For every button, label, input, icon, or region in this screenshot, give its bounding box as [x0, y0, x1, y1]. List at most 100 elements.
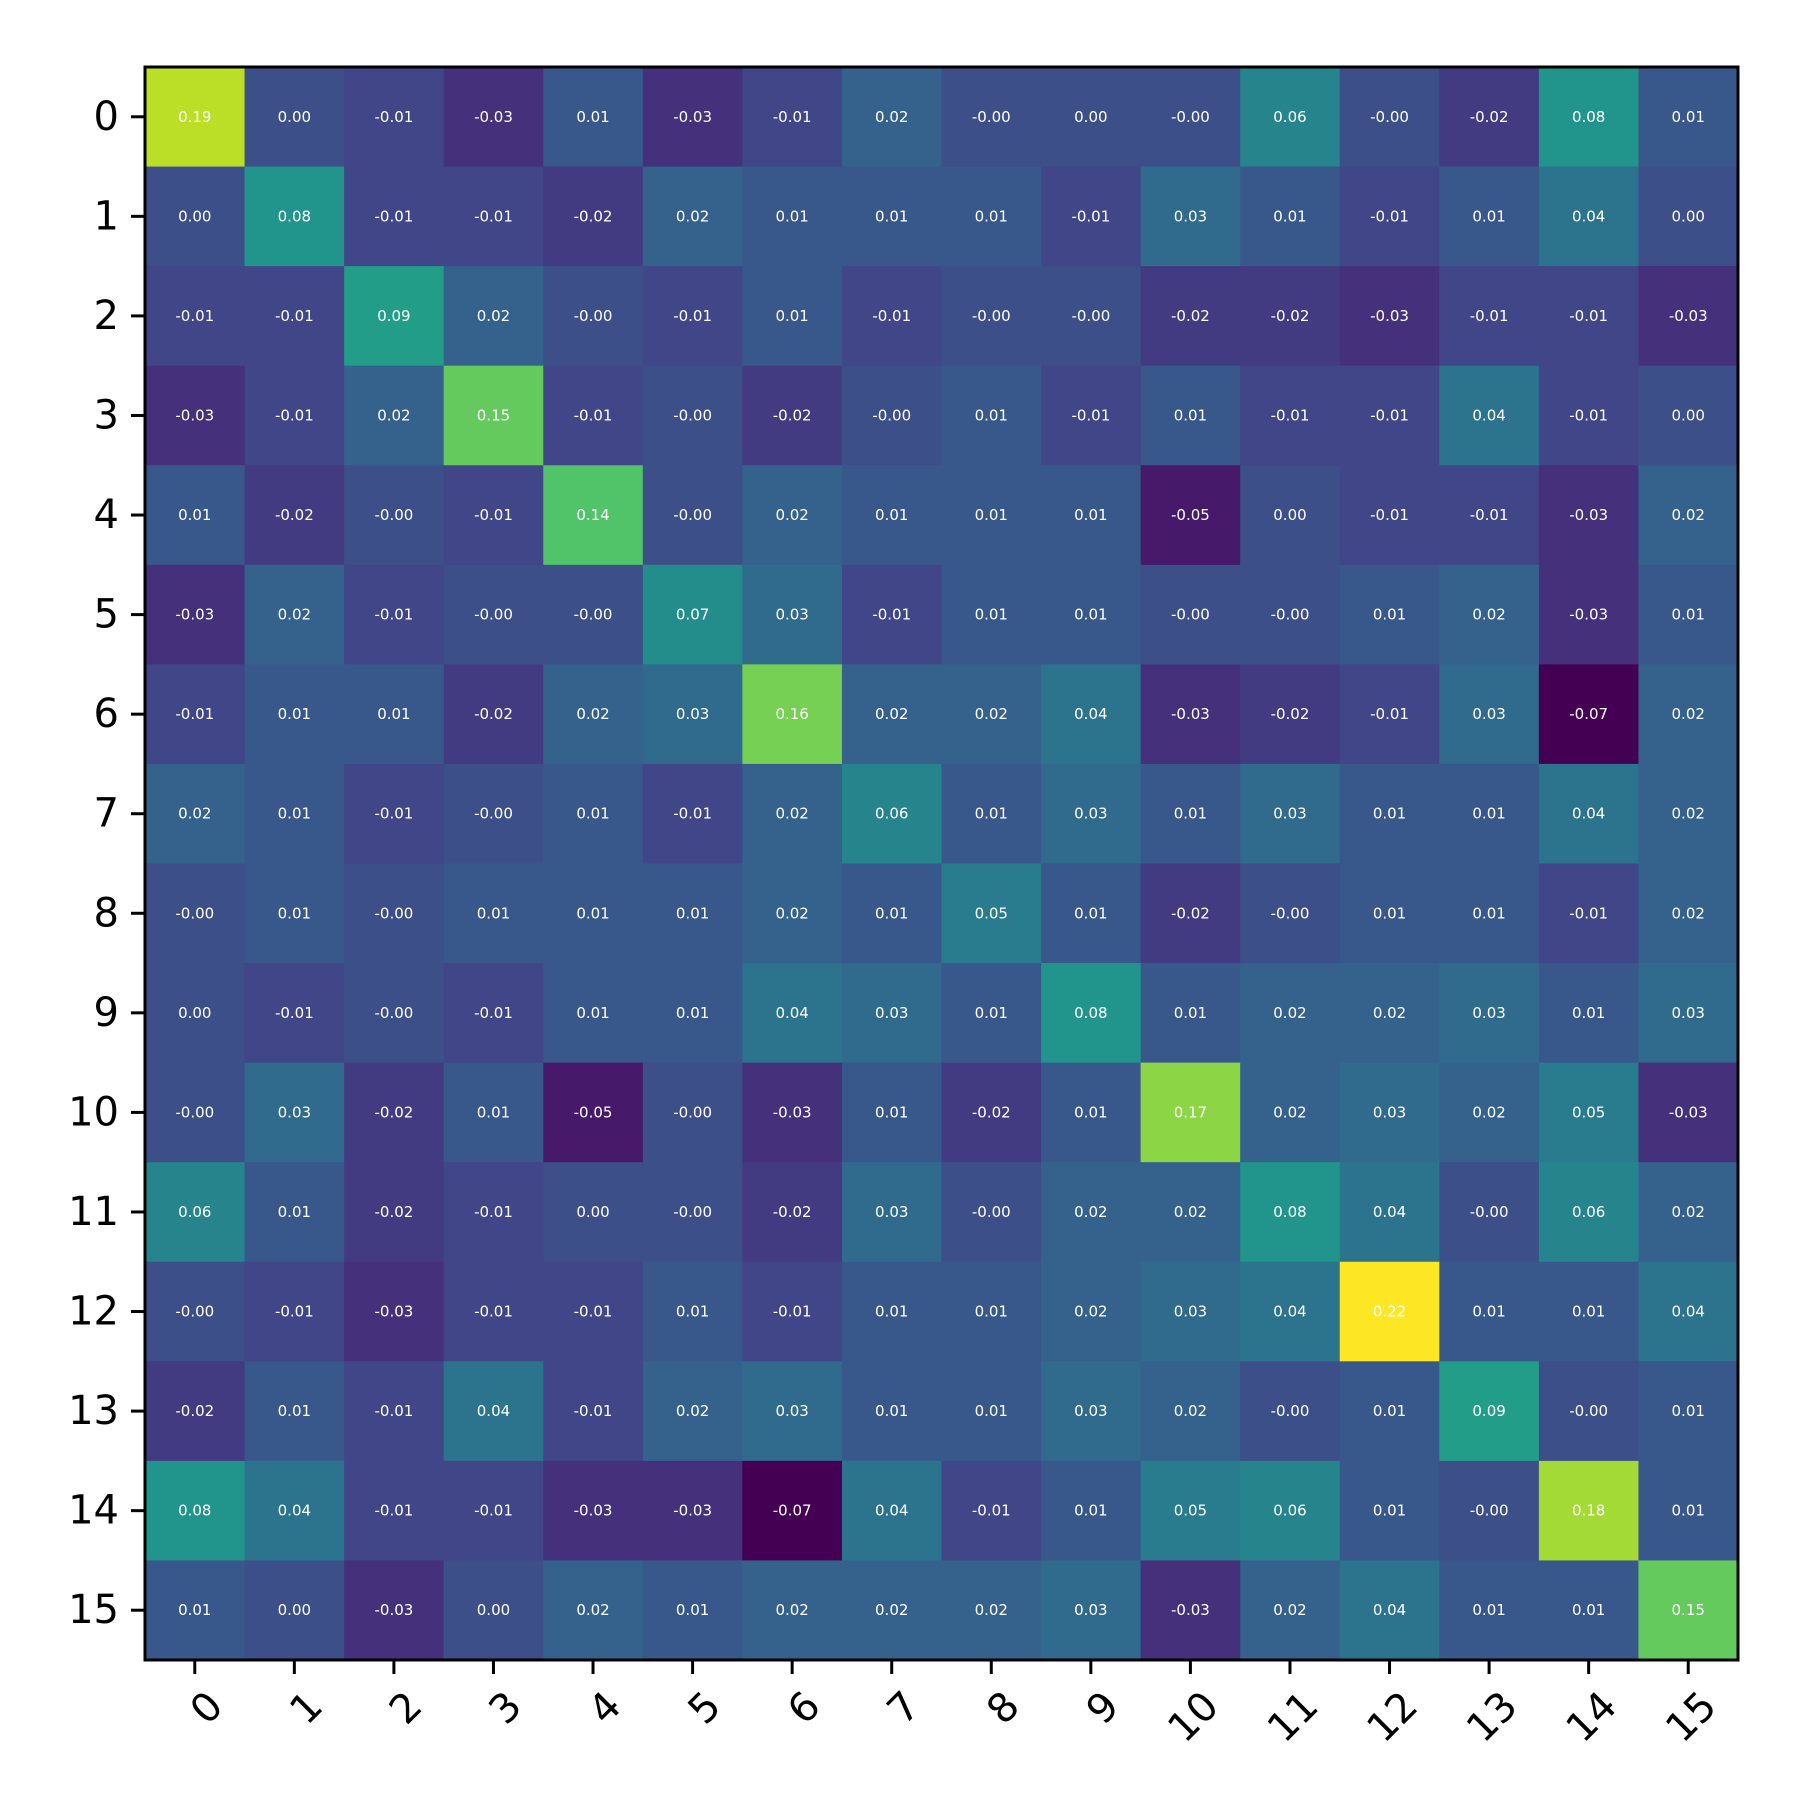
- cell-value-label: 0.04: [477, 1402, 510, 1420]
- cell-value-label: 0.01: [1572, 1004, 1605, 1022]
- cell-value-label: -0.00: [673, 506, 712, 524]
- cell-value-label: 0.02: [875, 108, 908, 126]
- cell-value-label: -0.00: [375, 904, 414, 922]
- heatmap-cell-labels: 0.19 0.00 -0.01 -0.03 0.01 -0.03 -0.01 0.02 -0.0…: [175, 108, 1707, 1619]
- cell-value-label: -0.01: [275, 406, 314, 424]
- cell-value-label: -0.01: [474, 207, 513, 225]
- heatmap-cell: [344, 1560, 445, 1661]
- heatmap-cell: [1140, 1162, 1241, 1263]
- cell-value-label: -0.00: [175, 904, 214, 922]
- cell-value-label: -0.01: [275, 1303, 314, 1321]
- cell-value-label: 0.04: [1373, 1601, 1406, 1619]
- cell-value-label: 0.00: [576, 1203, 609, 1221]
- cell-value-label: 0.01: [975, 1004, 1008, 1022]
- cell-value-label: 0.01: [975, 506, 1008, 524]
- heatmap-cell: [941, 664, 1042, 765]
- heatmap-cell: [1041, 1162, 1142, 1263]
- cell-value-label: 0.02: [875, 705, 908, 723]
- heatmap-cell: [543, 963, 644, 1064]
- heatmap-cell: [1140, 763, 1241, 865]
- heatmap-cell: [941, 67, 1042, 168]
- heatmap-cell: [642, 365, 743, 466]
- cell-value-label: 0.00: [1074, 108, 1107, 126]
- heatmap-cell: [1538, 266, 1640, 367]
- heatmap-cell: [145, 763, 246, 865]
- cell-value-label: -0.03: [1669, 1103, 1708, 1121]
- heatmap-cell: [742, 166, 843, 267]
- heatmap-cell: [642, 564, 743, 665]
- heatmap-cell: [443, 1162, 544, 1263]
- cell-value-label: -0.01: [375, 108, 414, 126]
- cell-value-label: 0.00: [178, 1004, 211, 1022]
- heatmap-cell: [742, 664, 843, 765]
- cell-value-label: 0.01: [775, 307, 808, 325]
- heatmap-cell: [742, 465, 843, 566]
- heatmap-cell: [642, 1560, 743, 1661]
- cell-value-label: 0.04: [278, 1502, 311, 1520]
- heatmap-cell: [1140, 465, 1241, 566]
- heatmap-cell: [344, 1162, 445, 1263]
- heatmap-cell: [742, 1162, 843, 1263]
- heatmap-cell: [1041, 1560, 1142, 1661]
- heatmap-cell: [742, 266, 843, 367]
- cell-value-label: -0.01: [474, 1502, 513, 1520]
- heatmap-cell: [344, 67, 445, 168]
- cell-value-label: 0.08: [1273, 1203, 1306, 1221]
- heatmap-cell: [1638, 1162, 1739, 1263]
- heatmap-cell: [244, 465, 345, 566]
- cell-value-label: -0.00: [1470, 1203, 1509, 1221]
- cell-value-label: -0.01: [1569, 307, 1608, 325]
- heatmap-cell: [443, 365, 544, 466]
- cell-value-label: 0.01: [875, 1303, 908, 1321]
- cell-value-label: 0.01: [1672, 1502, 1705, 1520]
- cell-value-label: 0.01: [875, 904, 908, 922]
- heatmap-cell: [344, 266, 445, 367]
- cell-value-label: 0.01: [676, 904, 709, 922]
- cell-value-label: -0.00: [474, 606, 513, 624]
- heatmap-cell: [841, 664, 943, 765]
- heatmap-cell: [1439, 365, 1540, 466]
- heatmap-cell: [1240, 763, 1341, 865]
- cell-value-label: -0.00: [1470, 1502, 1509, 1520]
- heatmap-cell: [1339, 166, 1440, 267]
- heatmap-cell: [1240, 963, 1341, 1064]
- cell-value-label: -0.01: [175, 307, 214, 325]
- cell-value-label: -0.00: [972, 108, 1011, 126]
- heatmap-cell: [1240, 664, 1341, 765]
- heatmap-cell: [1240, 1460, 1341, 1562]
- heatmap-cell: [642, 1162, 743, 1263]
- heatmap-cell: [1439, 1162, 1540, 1263]
- cell-value-label: 0.03: [676, 705, 709, 723]
- cell-value-label: 0.15: [477, 406, 510, 424]
- heatmap-cell: [244, 1162, 345, 1263]
- cell-value-label: -0.03: [673, 1502, 712, 1520]
- cell-value-label: 0.03: [1472, 705, 1505, 723]
- y-tick-label: 8: [94, 890, 119, 936]
- heatmap-cell: [344, 365, 445, 466]
- heatmap-cell: [941, 963, 1042, 1064]
- heatmap-cell: [841, 863, 943, 964]
- heatmap-cell: [1041, 763, 1142, 865]
- heatmap-cell: [443, 67, 544, 168]
- cell-value-label: -0.02: [275, 506, 314, 524]
- cell-value-label: 0.05: [1174, 1502, 1207, 1520]
- cell-value-label: -0.00: [1370, 108, 1409, 126]
- heatmap-cell: [1240, 564, 1341, 665]
- heatmap-cell: [1439, 1361, 1540, 1462]
- cell-value-label: 0.09: [377, 307, 410, 325]
- cell-value-label: 0.02: [1273, 1004, 1306, 1022]
- cell-value-label: 0.01: [278, 805, 311, 823]
- cell-value-label: 0.03: [1174, 1303, 1207, 1321]
- heatmap-cell: [443, 1261, 544, 1362]
- cell-value-label: -0.01: [175, 705, 214, 723]
- cell-value-label: -0.02: [1470, 108, 1509, 126]
- heatmap-cell: [1041, 863, 1142, 964]
- cell-value-label: -0.01: [375, 606, 414, 624]
- cell-value-label: 0.05: [975, 904, 1008, 922]
- heatmap-cell: [145, 1560, 246, 1661]
- heatmap-cell: [244, 166, 345, 267]
- heatmap-cell: [145, 564, 246, 665]
- cell-value-label: -0.00: [1071, 307, 1110, 325]
- heatmap-cell: [1538, 67, 1640, 168]
- cell-value-label: 0.04: [775, 1004, 808, 1022]
